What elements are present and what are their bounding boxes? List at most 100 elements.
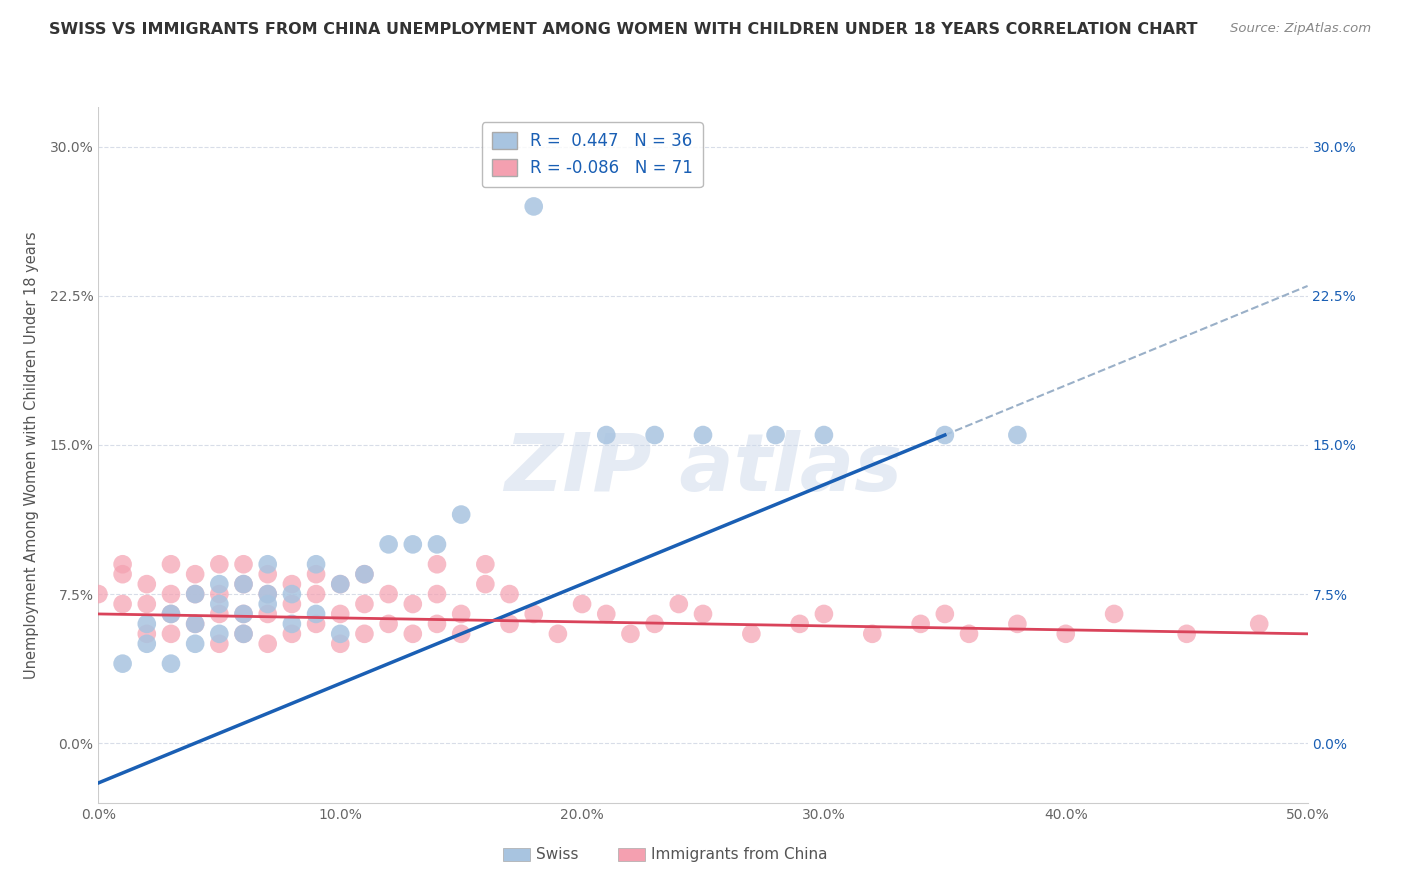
Point xyxy=(402,627,425,641)
Point xyxy=(208,637,231,651)
Point xyxy=(184,587,207,601)
Point xyxy=(1102,607,1125,621)
Point xyxy=(426,616,449,631)
Point xyxy=(523,199,546,213)
Point xyxy=(860,627,883,641)
Point xyxy=(329,577,352,591)
Point xyxy=(232,627,254,641)
Point xyxy=(595,428,617,442)
Point xyxy=(160,607,183,621)
Point xyxy=(184,616,207,631)
Point xyxy=(498,616,520,631)
Point xyxy=(426,537,449,551)
Point xyxy=(1249,616,1271,631)
Point xyxy=(184,587,207,601)
Point xyxy=(256,597,278,611)
Point xyxy=(595,607,617,621)
Point xyxy=(353,627,375,641)
Point xyxy=(281,616,304,631)
Point xyxy=(111,558,134,572)
Point xyxy=(305,607,328,621)
Point xyxy=(957,627,980,641)
Point xyxy=(523,607,546,621)
Point xyxy=(256,607,278,621)
Point xyxy=(232,577,254,591)
Point xyxy=(353,567,375,582)
Point xyxy=(87,587,110,601)
Point xyxy=(498,587,520,601)
Point xyxy=(135,597,157,611)
Point xyxy=(208,558,231,572)
Legend: R =  0.447   N = 36, R = -0.086   N = 71: R = 0.447 N = 36, R = -0.086 N = 71 xyxy=(482,122,703,187)
Point xyxy=(232,577,254,591)
Bar xyxy=(503,848,530,861)
Point xyxy=(353,567,375,582)
Point xyxy=(111,567,134,582)
Point xyxy=(450,607,472,621)
Point xyxy=(232,558,254,572)
Point xyxy=(547,627,569,641)
Point xyxy=(184,567,207,582)
Point xyxy=(813,428,835,442)
Point xyxy=(135,637,157,651)
Point xyxy=(135,627,157,641)
Point xyxy=(619,627,641,641)
Point xyxy=(644,616,666,631)
Point xyxy=(160,657,183,671)
Text: SWISS VS IMMIGRANTS FROM CHINA UNEMPLOYMENT AMONG WOMEN WITH CHILDREN UNDER 18 Y: SWISS VS IMMIGRANTS FROM CHINA UNEMPLOYM… xyxy=(49,22,1198,37)
Point xyxy=(305,587,328,601)
Point xyxy=(740,627,762,641)
Point xyxy=(329,577,352,591)
Point xyxy=(426,558,449,572)
Point xyxy=(160,587,183,601)
Point xyxy=(135,577,157,591)
Point xyxy=(353,597,375,611)
Point xyxy=(281,587,304,601)
Point xyxy=(377,587,399,601)
Point xyxy=(256,567,278,582)
Point xyxy=(184,637,207,651)
Point xyxy=(377,616,399,631)
Point xyxy=(402,537,425,551)
Point xyxy=(1007,616,1029,631)
Point xyxy=(571,597,593,611)
Point xyxy=(281,627,304,641)
Point xyxy=(208,587,231,601)
Point xyxy=(1054,627,1077,641)
Point xyxy=(402,597,425,611)
Point xyxy=(208,627,231,641)
Point xyxy=(135,616,157,631)
Point xyxy=(329,627,352,641)
Point xyxy=(281,577,304,591)
Point xyxy=(305,567,328,582)
Point xyxy=(305,558,328,572)
Point xyxy=(208,607,231,621)
Point xyxy=(450,627,472,641)
Point xyxy=(256,587,278,601)
Point xyxy=(232,627,254,641)
Point xyxy=(377,537,399,551)
Point xyxy=(426,587,449,601)
Text: Swiss: Swiss xyxy=(536,847,579,863)
Point xyxy=(256,558,278,572)
Point xyxy=(208,597,231,611)
Point xyxy=(329,607,352,621)
Point xyxy=(474,558,496,572)
Point xyxy=(644,428,666,442)
Point xyxy=(232,607,254,621)
Y-axis label: Unemployment Among Women with Children Under 18 years: Unemployment Among Women with Children U… xyxy=(24,231,38,679)
Text: ZIP atlas: ZIP atlas xyxy=(503,430,903,508)
Point xyxy=(160,627,183,641)
Point xyxy=(668,597,690,611)
Point xyxy=(910,616,932,631)
Point xyxy=(813,607,835,621)
Point xyxy=(111,657,134,671)
Text: Immigrants from China: Immigrants from China xyxy=(651,847,828,863)
Point xyxy=(208,577,231,591)
Point xyxy=(232,607,254,621)
Point xyxy=(474,577,496,591)
Point xyxy=(160,558,183,572)
Point xyxy=(160,607,183,621)
Bar xyxy=(619,848,645,861)
Point xyxy=(256,587,278,601)
